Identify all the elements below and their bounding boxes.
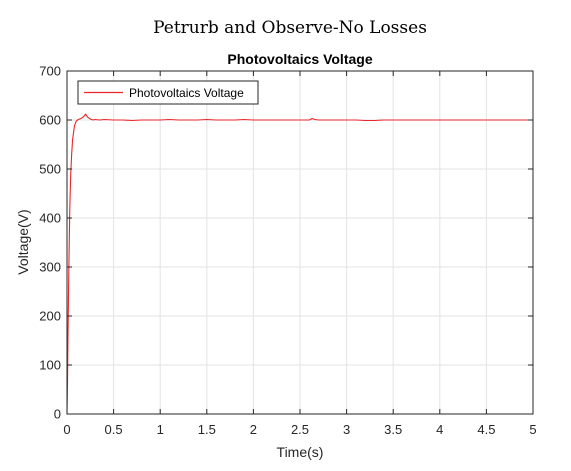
y-tick-label: 400	[39, 211, 61, 226]
x-tick-label: 2	[250, 422, 257, 437]
x-tick-label: 1.5	[198, 422, 216, 437]
series-line-photovoltaics-voltage	[66, 113, 533, 415]
x-tick-label: 2.5	[291, 422, 309, 437]
x-tick-label: 5	[529, 422, 536, 437]
series-layer	[66, 113, 533, 415]
x-tick-label: 3	[343, 422, 350, 437]
y-axis-label: Voltage(V)	[15, 209, 31, 274]
x-axis-label: Time(s)	[277, 444, 324, 460]
x-tick-label: 0	[63, 422, 70, 437]
ticks: 0 0.5 1 1.5 2 2.5 3 3.5 4 4.5 5 0 100 200 300 400 500 600…	[39, 64, 536, 438]
y-tick-label: 500	[39, 162, 61, 177]
x-tick-label: 3.5	[384, 422, 402, 437]
legend-box	[77, 80, 259, 105]
x-tick-label: 1	[157, 422, 164, 437]
y-tick-label: 100	[39, 358, 61, 373]
x-tick-label: 4.5	[477, 422, 495, 437]
y-tick-label: 600	[39, 113, 61, 128]
y-tick-label: 700	[39, 64, 61, 79]
y-tick-label: 300	[39, 260, 61, 275]
x-tick-label: 4	[436, 422, 443, 437]
figure-title: Petrurb and Observe-No Losses	[153, 18, 427, 38]
x-tick-label: 0.5	[105, 422, 123, 437]
y-tick-label: 0	[54, 407, 61, 422]
legend-label: Photovoltaics Voltage	[129, 86, 244, 100]
y-tick-label: 200	[39, 309, 61, 324]
chart-title: Photovoltaics Voltage	[227, 51, 372, 67]
legend: Photovoltaics Voltage	[77, 80, 259, 105]
